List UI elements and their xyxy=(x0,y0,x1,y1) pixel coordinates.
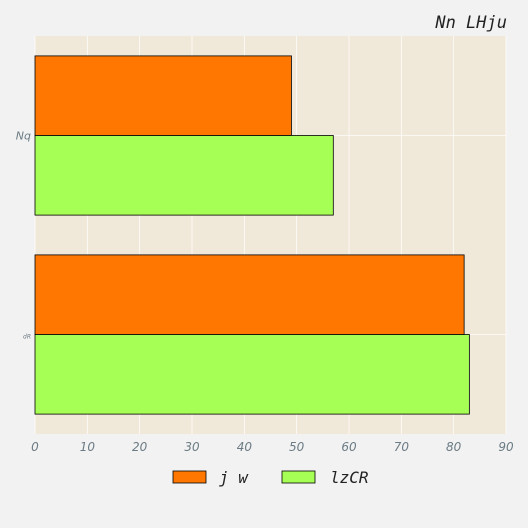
x-tick-label-9: 90 xyxy=(498,440,514,454)
x-tick-label-5: 50 xyxy=(289,440,305,454)
y-tick-label-1: dR xyxy=(23,334,31,341)
x-tick-label-4: 40 xyxy=(237,440,253,454)
x-tick-label-6: 60 xyxy=(341,440,357,454)
legend-label-1: lzCR xyxy=(330,468,369,487)
x-tick-label-2: 20 xyxy=(132,440,148,454)
legend-label-0: j w xyxy=(219,468,249,487)
x-axis-ticks: 0 10 20 30 40 50 60 70 80 90 xyxy=(31,440,514,454)
bar-Nq-j-w xyxy=(34,55,292,136)
bar-Nq-lzCR xyxy=(34,135,334,216)
x-tick-label-8: 80 xyxy=(446,440,462,454)
legend-swatch-1 xyxy=(281,470,316,484)
y-axis-ticks: Nq dR xyxy=(16,130,31,341)
x-tick-label-1: 10 xyxy=(80,440,96,454)
x-tick-label-7: 70 xyxy=(394,440,410,454)
bars xyxy=(34,55,470,415)
chart-title: Nn LHju xyxy=(434,13,507,33)
legend-swatch-0 xyxy=(172,470,207,484)
x-tick-label-0: 0 xyxy=(31,440,39,454)
y-tick-label-0: Nq xyxy=(16,130,31,143)
bar-dR-j-w xyxy=(34,254,465,335)
bar-dR-lzCR xyxy=(34,334,470,415)
legend: j w lzCR xyxy=(172,468,369,487)
x-tick-label-3: 30 xyxy=(184,440,200,454)
